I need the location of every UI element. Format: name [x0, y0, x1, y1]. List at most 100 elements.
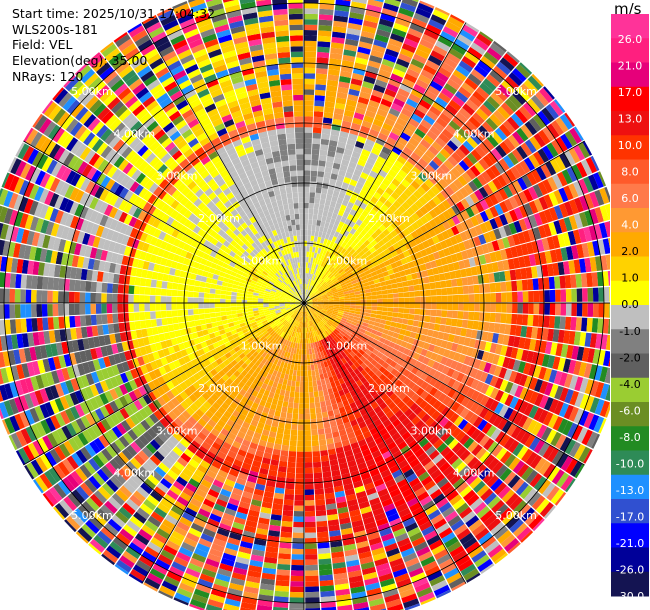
- velocity-bin: [378, 232, 386, 240]
- velocity-bin: [331, 36, 345, 44]
- velocity-bin: [452, 286, 458, 295]
- velocity-bin: [494, 282, 502, 293]
- velocity-bin: [491, 148, 503, 161]
- velocity-bin: [481, 121, 495, 134]
- velocity-bin: [304, 283, 306, 290]
- velocity-bin: [386, 155, 397, 165]
- velocity-bin: [305, 295, 308, 301]
- velocity-bin: [420, 182, 431, 193]
- velocity-bin: [316, 220, 322, 226]
- velocity-bin: [330, 42, 344, 50]
- velocity-bin: [306, 354, 310, 360]
- velocity-bin: [318, 242, 323, 249]
- velocity-bin: [291, 554, 304, 560]
- velocity-bin: [314, 402, 321, 408]
- velocity-bin: [479, 31, 494, 42]
- velocity-bin: [382, 178, 391, 187]
- velocity-bin: [522, 230, 531, 243]
- velocity-bin: [305, 597, 320, 603]
- velocity-bin: [473, 37, 489, 51]
- velocity-bin: [286, 472, 296, 479]
- velocity-bin: [406, 225, 415, 234]
- velocity-bin: [304, 430, 311, 436]
- velocity-bin: [343, 176, 351, 185]
- velocity-bin: [343, 230, 350, 237]
- velocity-bin: [376, 306, 383, 311]
- velocity-bin: [460, 250, 469, 260]
- velocity-bin: [328, 265, 333, 272]
- velocity-bin: [328, 69, 340, 76]
- velocity-bin: [309, 246, 313, 252]
- velocity-bin: [305, 267, 308, 274]
- velocity-bin: [563, 150, 576, 166]
- velocity-bin: [348, 161, 357, 169]
- velocity-bin: [437, 35, 453, 48]
- velocity-bin: [278, 460, 288, 468]
- velocity-bin: [598, 303, 605, 318]
- velocity-bin: [338, 221, 345, 228]
- velocity-bin: [564, 275, 572, 289]
- velocity-bin: [399, 48, 414, 59]
- velocity-bins: [0, 0, 610, 610]
- velocity-bin: [563, 201, 574, 216]
- velocity-bin: [345, 104, 356, 113]
- velocity-bin: [403, 38, 419, 49]
- velocity-bin: [330, 285, 336, 290]
- velocity-bin: [549, 303, 556, 316]
- velocity-bin: [512, 131, 525, 145]
- velocity-bin: [290, 575, 304, 582]
- velocity-bin: [522, 303, 529, 314]
- velocity-bin: [359, 243, 367, 251]
- velocity-bin: [369, 267, 376, 273]
- velocity-bin: [335, 202, 342, 210]
- velocity-bin: [421, 94, 435, 106]
- velocity-bin: [388, 131, 400, 141]
- velocity-bin: [532, 227, 542, 240]
- velocity-bin: [345, 252, 352, 259]
- velocity-bin: [324, 263, 329, 269]
- velocity-bin: [304, 8, 319, 15]
- velocity-bin: [391, 178, 401, 187]
- velocity-bin: [420, 303, 426, 309]
- velocity-bin: [310, 170, 318, 177]
- velocity-bin: [304, 516, 316, 522]
- velocity-bin: [367, 263, 374, 270]
- velocity-bin: [316, 277, 321, 283]
- velocity-bin: [523, 188, 534, 202]
- velocity-bin: [373, 84, 386, 94]
- velocity-bin: [337, 290, 344, 294]
- velocity-bin: [432, 121, 445, 133]
- velocity-bin: [603, 287, 610, 302]
- velocity-bin: [316, 181, 323, 188]
- velocity-bin: [388, 169, 398, 178]
- velocity-bin: [319, 248, 325, 255]
- velocity-bin: [468, 311, 475, 321]
- velocity-bin: [461, 55, 477, 69]
- velocity-bin: [368, 128, 380, 138]
- velocity-bin: [306, 348, 310, 355]
- velocity-bin: [312, 257, 316, 264]
- velocity-bin: [304, 148, 312, 155]
- velocity-bin: [553, 99, 566, 113]
- velocity-bin: [528, 186, 539, 200]
- velocity-bin: [470, 42, 486, 56]
- velocity-bin: [304, 105, 314, 112]
- velocity-bin: [411, 212, 420, 222]
- velocity-bin: [310, 280, 314, 286]
- velocity-bin: [592, 303, 599, 318]
- velocity-bin: [486, 242, 495, 253]
- velocity-bin: [377, 298, 383, 303]
- velocity-bin: [330, 47, 344, 55]
- velocity-bin: [317, 165, 325, 172]
- velocity-bin: [371, 44, 386, 54]
- velocity-bin: [311, 370, 316, 376]
- velocity-bin: [458, 86, 472, 99]
- velocity-bin: [416, 186, 427, 196]
- velocity-bin: [290, 386, 296, 392]
- velocity-bin: [387, 289, 393, 294]
- velocity-bin: [356, 135, 367, 144]
- velocity-bin: [378, 224, 387, 232]
- velocity-bin: [304, 467, 313, 474]
- velocity-bin: [453, 243, 461, 253]
- velocity-bin: [439, 112, 452, 124]
